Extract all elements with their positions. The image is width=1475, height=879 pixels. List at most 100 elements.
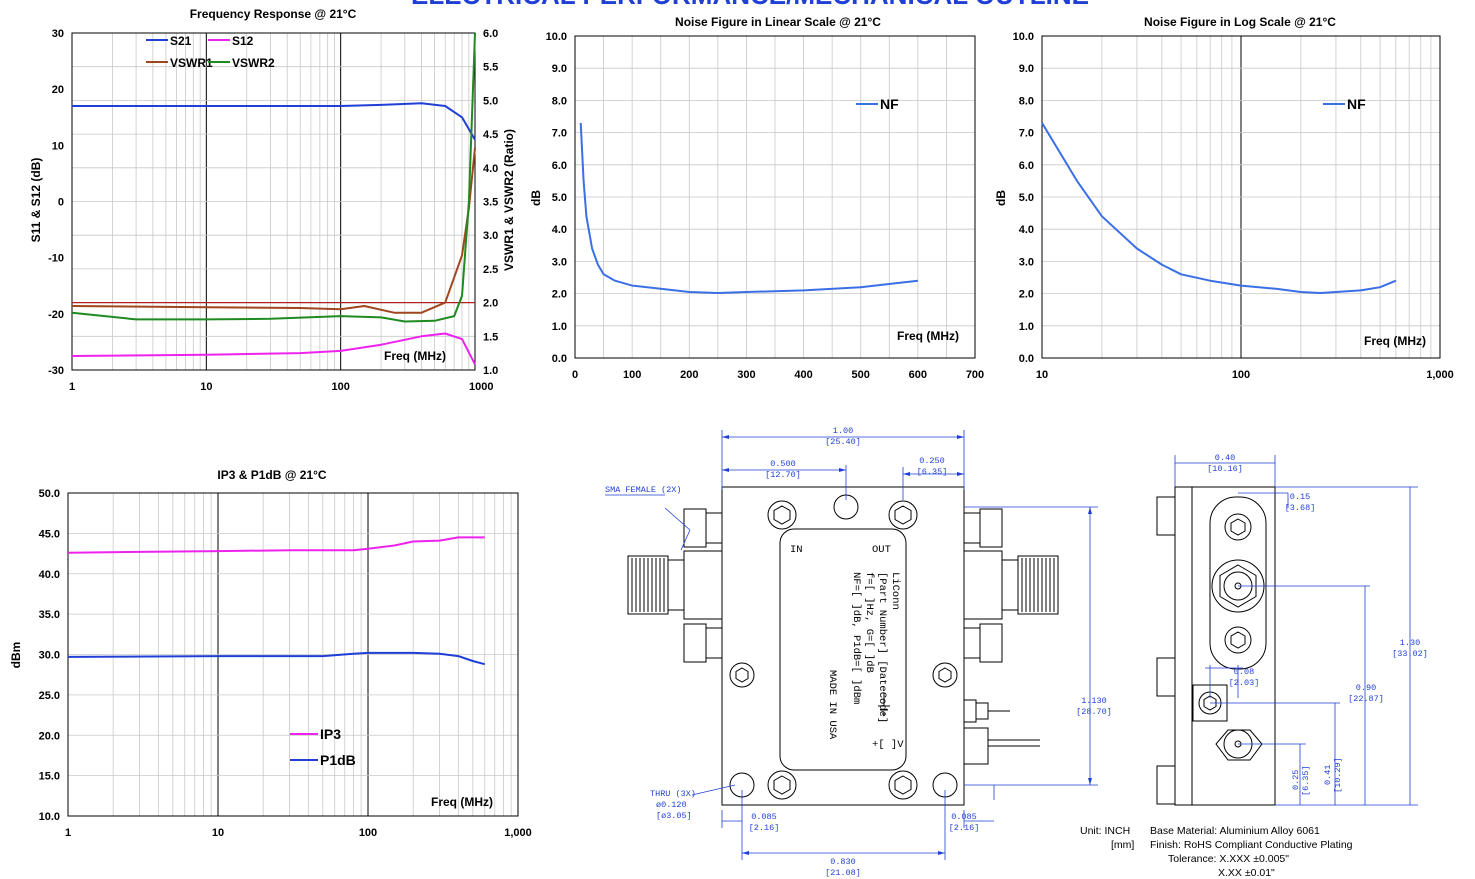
notes-tolerance: Tolerance: X.XXX ±0.005" <box>1168 853 1289 865</box>
side-dim-090-in: 0.90 <box>1356 683 1376 693</box>
mechanical-outline: IN OUT LiConn [Part Number] [DateCode] f… <box>605 426 1112 878</box>
flange-tab <box>705 512 723 544</box>
sma-callout: SMA FEMALE (2X) <box>605 485 682 495</box>
side-dim-090-mm: [22.87] <box>1348 694 1384 704</box>
sma-connector-right <box>963 550 1059 620</box>
plot-frame <box>574 35 976 359</box>
sma-connector-left <box>627 550 723 620</box>
legend-label: NF <box>880 96 899 112</box>
y2-tick-label: 2.5 <box>483 264 498 276</box>
y-tick-label: 7.0 <box>552 128 567 140</box>
y-tick-label: 35.0 <box>39 609 60 621</box>
y-tick-label: 25.0 <box>39 690 60 702</box>
y-tick-label: 2.0 <box>552 289 567 301</box>
side-tab <box>1156 496 1176 536</box>
label-panel <box>779 528 907 771</box>
y2-tick-label: 1.0 <box>483 365 498 377</box>
y-tick-label: 40.0 <box>39 569 60 581</box>
chart-title: Noise Figure in Linear Scale @ 21°C <box>675 15 881 29</box>
series-line-nf <box>1041 122 1397 294</box>
x-axis-label: Freq (MHz) <box>384 349 446 363</box>
dim-width-mm: [25.40] <box>825 437 861 447</box>
nf-p1db-label: NF=[ ]dB, P1dB=[ ]dBm <box>850 572 862 704</box>
hex-screw <box>1224 626 1252 654</box>
mounting-hole <box>729 662 755 688</box>
x-tick-label: 10 <box>200 381 212 393</box>
dim-right-mm: [6.35] <box>917 467 948 477</box>
spec-notes: Unit: INCH Base Material: Aluminium Allo… <box>1080 825 1353 879</box>
dim-half-in: 0.500 <box>770 459 796 469</box>
x-tick-label: 10 <box>1036 369 1048 381</box>
power-feed <box>1215 729 1263 761</box>
flange-tab <box>683 508 707 548</box>
x-tick-label: 10 <box>212 827 224 839</box>
y2-tick-label: 3.5 <box>483 197 498 209</box>
chart-0: -30 -20 -10 0 10 20 30 1.0 1.5 2.0 2.5 3.0 3.5 4.0 4.5… <box>29 7 516 393</box>
y2-tick-label: 3.0 <box>483 230 498 242</box>
side-body <box>1174 486 1276 806</box>
dim-right-in: 0.250 <box>919 456 945 466</box>
side-dim-008-mm: [2.03] <box>1229 678 1260 688</box>
brand-label: LiConn <box>889 572 901 610</box>
flange-tab <box>705 627 723 659</box>
series-line-vswr2 <box>71 32 476 323</box>
x-tick-label: 600 <box>909 369 927 381</box>
freq-gain-label: f=[ ]Hz, G=[ ]dB <box>863 572 875 673</box>
dim-half-mm: [12.70] <box>765 470 801 480</box>
y-tick-label: 8.0 <box>552 95 567 107</box>
y-tick-label: 20 <box>52 84 64 96</box>
dim-hole-span-mm: [21.08] <box>825 868 861 878</box>
x-tick-label: 1 <box>65 827 71 839</box>
y-axis-label: dBm <box>9 642 23 669</box>
series-line-ip3 <box>67 536 485 554</box>
x-tick-label: 500 <box>852 369 870 381</box>
charts-layer: -30-20-1001020301.01.52.02.53.03.54.04.5… <box>9 7 1454 839</box>
x-tick-label: 100 <box>331 381 349 393</box>
port-in-label: IN <box>790 544 803 556</box>
notes-finish: Finish: RoHS Compliant Conductive Platin… <box>1150 839 1353 851</box>
plot-frame <box>67 492 519 817</box>
y-tick-label: 8.0 <box>1019 95 1034 107</box>
ground-icon <box>878 693 890 715</box>
part-number-label: [Part Number] [DateCode] <box>876 572 888 723</box>
y-axis-label: dB <box>529 190 543 206</box>
y2-axis-label: VSWR1 & VSWR2 (Ratio) <box>502 129 516 271</box>
x-tick-label: 100 <box>359 827 377 839</box>
hole-dia-mm: [ø3.05] <box>656 811 692 821</box>
side-tab <box>1156 657 1176 697</box>
dim-holes-h-mm: [28.70] <box>1076 707 1112 717</box>
chart-2: 0.0 1.0 2.0 3.0 4.0 5.0 6.0 7.0 8.0 9.0 10.0 10 100 1… <box>994 15 1454 381</box>
y-axis-label: dB <box>994 190 1008 206</box>
x-axis-label: Freq (MHz) <box>431 795 493 809</box>
y2-tick-label: 4.0 <box>483 163 498 175</box>
y-tick-label: 1.0 <box>552 321 567 333</box>
y-tick-label: 30.0 <box>39 650 60 662</box>
y-tick-label: -30 <box>48 365 64 377</box>
y2-tick-label: 5.0 <box>483 95 498 107</box>
x-axis-label: Freq (MHz) <box>897 329 959 343</box>
legend-label: IP3 <box>320 726 341 742</box>
series-line-p1db <box>67 651 485 666</box>
y-tick-label: 2.0 <box>1019 289 1034 301</box>
legend-label: S12 <box>232 34 254 48</box>
hole-dia-in: ø0.120 <box>656 800 687 810</box>
hex-screw <box>767 500 797 530</box>
chart-title: Frequency Response @ 21°C <box>190 7 357 21</box>
y2-tick-label: 5.5 <box>483 62 498 74</box>
y-tick-label: 6.0 <box>1019 160 1034 172</box>
port-out-label: OUT <box>872 544 891 556</box>
notes-mm: [mm] <box>1111 839 1134 851</box>
x-tick-label: 100 <box>623 369 641 381</box>
y-tick-label: 1.0 <box>1019 321 1034 333</box>
y-tick-label: 4.0 <box>1019 224 1034 236</box>
x-tick-label: 200 <box>680 369 698 381</box>
notes-material: Base Material: Aluminium Alloy 6061 <box>1150 825 1320 837</box>
flange-tab <box>963 627 981 659</box>
dim-offset-left-mm: [2.16] <box>749 823 780 833</box>
series-line-s12 <box>71 332 476 365</box>
x-tick-label: 1,000 <box>504 827 532 839</box>
chart-title: IP3 & P1dB @ 21°C <box>217 468 327 482</box>
dim-offset-right-in: 0.085 <box>951 812 977 822</box>
chart-3: 10.0 15.0 20.0 25.0 30.0 35.0 40.0 45.0 50.0 1 10 1… <box>9 468 532 839</box>
